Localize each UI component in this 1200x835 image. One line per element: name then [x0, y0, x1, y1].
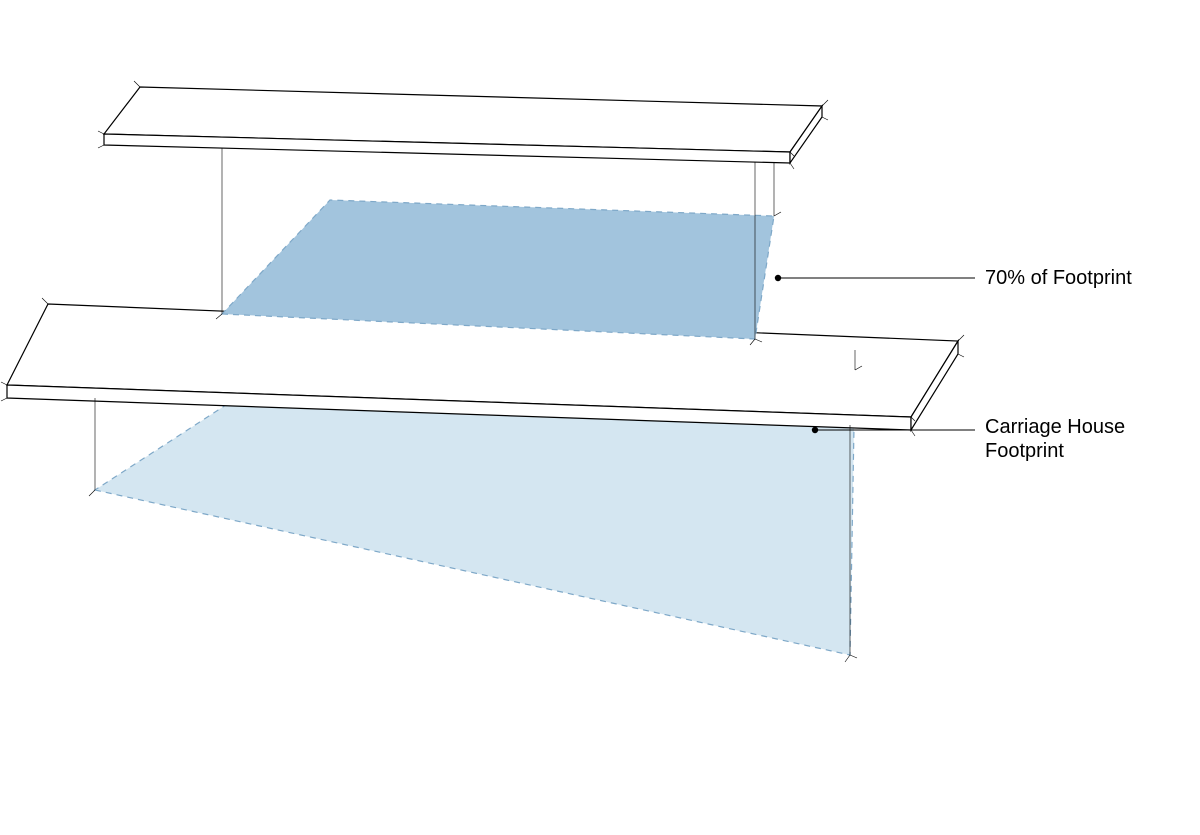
- corner-tick: [1, 382, 7, 385]
- lower-footprint-label: Carriage House: [985, 416, 1125, 438]
- corner-tick: [98, 131, 104, 134]
- lower-footprint-label: Footprint: [985, 440, 1064, 462]
- corner-tick: [89, 490, 95, 496]
- corner-tick: [42, 298, 48, 304]
- corner-tick: [822, 117, 828, 120]
- corner-tick: [1, 398, 7, 401]
- upper-slab: [104, 87, 822, 163]
- isometric-diagram: 70% of Footprint Carriage HouseFootprint: [0, 0, 1200, 835]
- corner-tick: [845, 655, 850, 662]
- corner-tick: [958, 354, 964, 357]
- corner-tick: [958, 335, 964, 341]
- upper-footprint: [222, 200, 774, 339]
- corner-tick: [822, 100, 828, 106]
- corner-tick: [850, 655, 857, 658]
- corner-tick: [774, 212, 781, 216]
- corner-tick: [911, 430, 915, 436]
- upper-footprint-label: 70% of Footprint: [985, 267, 1132, 289]
- corner-tick: [134, 81, 140, 87]
- corner-tick: [98, 145, 104, 148]
- corner-tick: [790, 163, 794, 169]
